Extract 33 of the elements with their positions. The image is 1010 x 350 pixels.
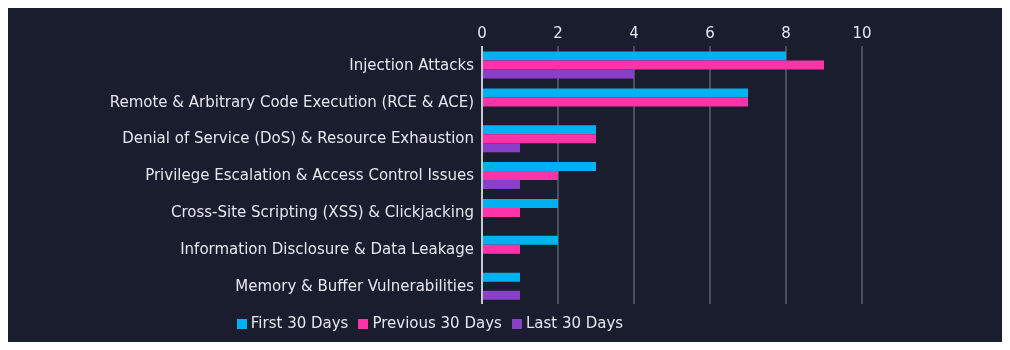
- bar: [482, 51, 786, 61]
- x-tick-label: 4: [629, 24, 639, 42]
- bar: [482, 69, 634, 79]
- y-tick-label: Remote & Arbitrary Code Execution (RCE & ACE): [109, 92, 474, 111]
- legend-label: Previous 30 Days: [372, 314, 502, 332]
- x-tick-label: 8: [781, 24, 791, 42]
- x-tick-label: 6: [705, 24, 715, 42]
- y-tick-label: Memory & Buffer Vulnerabilities: [235, 276, 475, 295]
- x-tick-label: 10: [852, 24, 872, 42]
- bar: [482, 134, 596, 144]
- bar: [482, 125, 596, 135]
- y-tick-label: Cross-Site Scripting (XSS) & Clickjacking: [170, 203, 474, 222]
- bar: [482, 88, 748, 98]
- y-tick-label: Denial of Service (DoS) & Resource Exhaustion: [122, 129, 474, 148]
- bar: [482, 171, 558, 181]
- bar: [482, 272, 520, 282]
- bar: [482, 60, 824, 70]
- y-tick-label: Information Disclosure & Data Leakage: [180, 240, 474, 259]
- bar: [482, 97, 748, 107]
- legend-label: Last 30 Days: [525, 314, 624, 332]
- x-tick-label: 0: [477, 24, 487, 42]
- bar: [482, 244, 520, 254]
- y-tick-label: Injection Attacks: [349, 55, 475, 74]
- bar: [482, 180, 520, 190]
- legend-label: First 30 Days: [250, 314, 349, 332]
- bar: [482, 207, 520, 217]
- bar: [482, 198, 558, 208]
- bar: [482, 235, 558, 245]
- bar: [482, 162, 596, 172]
- bar: [482, 290, 520, 300]
- x-tick-label: 2: [553, 24, 563, 42]
- bar: [482, 143, 520, 153]
- y-tick-label: Privilege Escalation & Access Control Issues: [145, 166, 475, 185]
